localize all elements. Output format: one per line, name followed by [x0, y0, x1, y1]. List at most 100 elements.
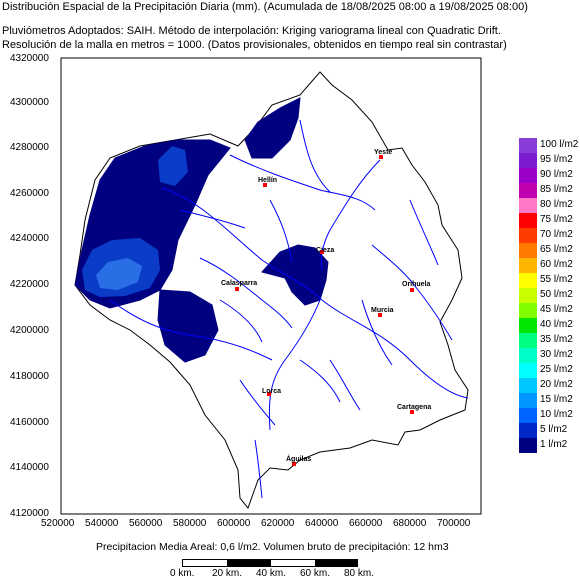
legend-swatch [519, 348, 537, 363]
precip-10mm-area [96, 258, 142, 290]
legend-label: 35 l/m2 [540, 334, 573, 345]
legend-item: 20 l/m2 [519, 378, 579, 393]
scale-bar [182, 559, 358, 567]
y-tick: 4220000 [10, 279, 49, 290]
legend-swatch [519, 168, 537, 183]
x-tick: 660000 [349, 518, 383, 529]
legend-swatch [519, 138, 537, 153]
x-tick: 680000 [393, 518, 427, 529]
legend-label: 80 l/m2 [540, 199, 573, 210]
legend-item: 90 l/m2 [519, 168, 579, 183]
legend-label: 20 l/m2 [540, 379, 573, 390]
legend-swatch [519, 318, 537, 333]
town-label-orihuela: Orihuela [402, 281, 431, 288]
legend-label: 45 l/m2 [540, 304, 573, 315]
legend-swatch [519, 393, 537, 408]
legend-item: 45 l/m2 [519, 303, 579, 318]
legend-item: 75 l/m2 [519, 213, 579, 228]
legend-item: 15 l/m2 [519, 393, 579, 408]
y-tick: 4160000 [10, 417, 49, 428]
legend-item: 30 l/m2 [519, 348, 579, 363]
legend-swatch [519, 378, 537, 393]
legend-swatch [519, 303, 537, 318]
legend-label: 10 l/m2 [540, 409, 573, 420]
legend-label: 40 l/m2 [540, 319, 573, 330]
y-tick: 4180000 [10, 371, 49, 382]
legend-label: 70 l/m2 [540, 229, 573, 240]
y-tick: 4140000 [10, 462, 49, 473]
y-tick: 4240000 [10, 233, 49, 244]
legend-swatch [519, 213, 537, 228]
legend-item: 70 l/m2 [519, 228, 579, 243]
legend-swatch [519, 333, 537, 348]
legend-label: 55 l/m2 [540, 274, 573, 285]
legend-item: 50 l/m2 [519, 288, 579, 303]
legend-label: 75 l/m2 [540, 214, 573, 225]
legend-label: 90 l/m2 [540, 169, 573, 180]
town-markers [235, 155, 414, 466]
grid-resolution-info: Resolución de la malla en metros = 1000.… [2, 39, 507, 51]
legend-label: 65 l/m2 [540, 244, 573, 255]
x-tick: 540000 [85, 518, 119, 529]
town-label-murcia: Murcia [371, 307, 394, 314]
town-label-lorca: Lorca [262, 388, 281, 395]
legend-swatch [519, 198, 537, 213]
legend-swatch [519, 243, 537, 258]
legend-label: 30 l/m2 [540, 349, 573, 360]
legend-swatch [519, 183, 537, 198]
legend-label: 15 l/m2 [540, 394, 573, 405]
river-network [109, 119, 469, 499]
scale-label: 20 km. [212, 568, 243, 579]
scale-label: 0 km. [170, 568, 195, 579]
legend-label: 95 l/m2 [540, 154, 573, 165]
x-tick: 560000 [129, 518, 163, 529]
y-tick: 4320000 [10, 53, 49, 64]
legend-item: 10 l/m2 [519, 408, 579, 423]
x-tick: 640000 [305, 518, 339, 529]
legend-swatch [519, 363, 537, 378]
legend-swatch [519, 228, 537, 243]
y-tick: 4260000 [10, 188, 49, 199]
legend-item: 85 l/m2 [519, 183, 579, 198]
legend-item: 35 l/m2 [519, 333, 579, 348]
y-tick: 4300000 [10, 97, 49, 108]
areal-precipitation-summary: Precipitacion Media Areal: 0,6 l/m2. Vol… [96, 541, 449, 553]
town-label-cieza: Cieza [316, 247, 334, 254]
legend-item: 25 l/m2 [519, 363, 579, 378]
legend-label: 50 l/m2 [540, 289, 573, 300]
legend-item: 60 l/m2 [519, 258, 579, 273]
scale-label: 40 km. [256, 568, 287, 579]
legend-item: 5 l/m2 [519, 423, 579, 438]
legend-swatch [519, 258, 537, 273]
scale-label: 80 km. [344, 568, 375, 579]
x-tick: 620000 [261, 518, 295, 529]
town-label-yeste: Yeste [374, 149, 392, 156]
map-title: Distribución Espacial de la Precipitació… [2, 1, 528, 13]
y-tick: 4280000 [10, 142, 49, 153]
town-label-hellin: Hellín [258, 177, 277, 184]
legend-swatch [519, 438, 537, 453]
legend-item: 100 l/m2 [519, 138, 579, 153]
legend-label: 85 l/m2 [540, 184, 573, 195]
town-label-cartagena: Cartagena [397, 404, 431, 411]
x-tick: 600000 [217, 518, 251, 529]
legend-item: 65 l/m2 [519, 243, 579, 258]
legend-item: 80 l/m2 [519, 198, 579, 213]
scale-label: 60 km. [300, 568, 331, 579]
legend-label: 5 l/m2 [540, 424, 568, 435]
legend-item: 40 l/m2 [519, 318, 579, 333]
legend-item: 95 l/m2 [519, 153, 579, 168]
legend-swatch [519, 408, 537, 423]
legend-item: 1 l/m2 [519, 438, 579, 453]
legend-label: 60 l/m2 [540, 259, 573, 270]
legend-item: 55 l/m2 [519, 273, 579, 288]
town-label-aguilas: Águilas [286, 454, 311, 463]
legend-label: 100 l/m2 [540, 139, 579, 150]
legend-swatch [519, 288, 537, 303]
interpolation-info: Pluviómetros Adoptados: SAIH. Método de … [2, 25, 501, 37]
y-tick: 4120000 [10, 508, 49, 519]
y-tick: 4200000 [10, 325, 49, 336]
legend-swatch [519, 273, 537, 288]
legend-label: 1 l/m2 [540, 439, 568, 450]
